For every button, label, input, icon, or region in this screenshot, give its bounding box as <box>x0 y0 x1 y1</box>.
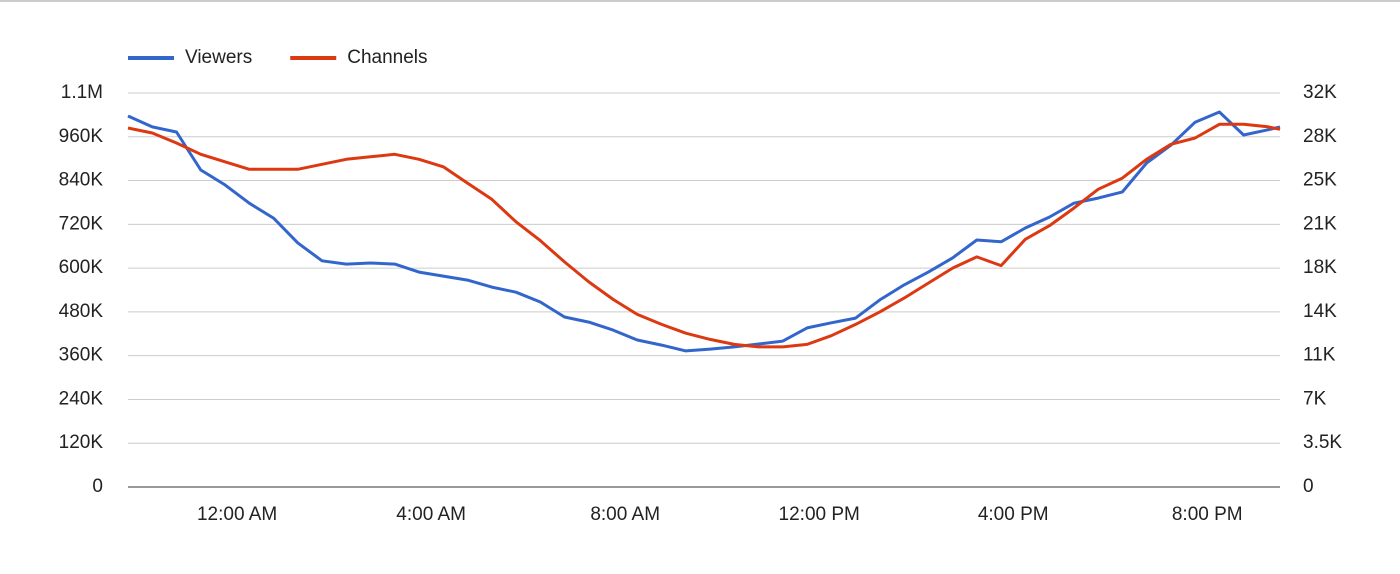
y-tick-label: 0 <box>92 476 103 497</box>
y-tick-label: 600K <box>59 257 104 278</box>
x-tick-label: 8:00 PM <box>1172 504 1243 525</box>
series-line <box>127 110 1281 353</box>
y-tick-label: 960K <box>59 126 104 147</box>
y-tick-label: 1.1M <box>61 82 103 103</box>
y2-tick-label: 3.5K <box>1303 432 1342 453</box>
y-tick-label: 840K <box>59 170 104 191</box>
x-tick-label: 4:00 AM <box>396 504 466 525</box>
y-tick-label: 120K <box>59 432 104 453</box>
y-tick-label: 360K <box>59 345 104 366</box>
y2-tick-label: 28K <box>1303 126 1337 147</box>
y2-tick-label: 7K <box>1303 388 1327 409</box>
x-tick-label: 12:00 PM <box>779 504 860 525</box>
x-tick-label: 12:00 AM <box>197 504 277 525</box>
y-tick-label: 720K <box>59 213 104 234</box>
x-tick-label: 8:00 AM <box>590 504 660 525</box>
legend-label: Channels <box>347 47 427 68</box>
y2-tick-label: 0 <box>1303 476 1314 497</box>
y2-tick-label: 32K <box>1303 82 1337 103</box>
y2-tick-label: 14K <box>1303 301 1337 322</box>
y-tick-label: 480K <box>59 301 104 322</box>
y2-tick-label: 25K <box>1303 170 1337 191</box>
x-tick-label: 4:00 PM <box>978 504 1049 525</box>
series-line <box>127 122 1281 349</box>
legend-label: Viewers <box>185 47 252 68</box>
y-tick-label: 240K <box>59 388 104 409</box>
y2-tick-label: 21K <box>1303 213 1337 234</box>
y2-tick-label: 11K <box>1303 345 1336 366</box>
y2-tick-label: 18K <box>1303 257 1337 278</box>
